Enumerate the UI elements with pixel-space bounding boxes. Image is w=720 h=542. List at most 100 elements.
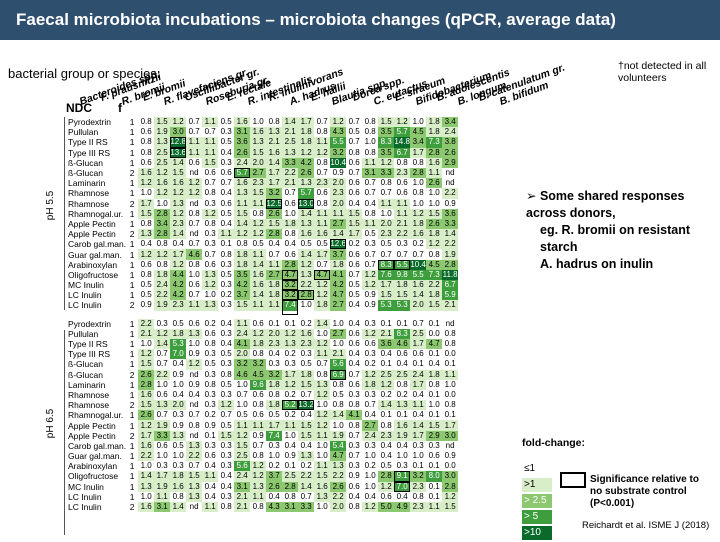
table-row: Laminarin 1 1.2 1.6 1.6 1.2 0.7 0.7 1.6 2.3 1.7 2.1… (68, 178, 459, 189)
fold-change-cell: 0.4 (266, 491, 283, 502)
substrate-label: ß-Glucan (68, 369, 103, 380)
fold-change-cell: 1.2 (282, 379, 299, 390)
fold-change-cell: 2.6 (138, 410, 155, 421)
fold-change-cell: 0.2 (266, 461, 283, 472)
fold-change-cell: 2.8 (266, 229, 283, 240)
table-row: MC Inulin 1 1.3 1.9 1.6 1.3 0.4 0.4 3.1 1.3 2.6 2.8… (68, 481, 459, 492)
fold-change-cell: 0.6 (346, 249, 363, 260)
ph55-bracket (64, 117, 65, 310)
fold-change-cell: 1.0 (266, 451, 283, 462)
fold-change-cell: 0.1 (202, 430, 219, 441)
fold-change-cell: 0.3 (362, 314, 379, 329)
fold-change-cell: 0.6 (394, 349, 411, 360)
fold-change-cell: 2.4 (234, 157, 251, 168)
fold-change-cell: 1.9 (154, 127, 171, 138)
fold-change-cell: 1.5 (250, 188, 267, 199)
fold-change-cell: 0.4 (426, 359, 443, 370)
fold-change-cell: 1.0 (426, 198, 443, 209)
substrate-label: MC Inulin (68, 481, 104, 492)
fold-change-cell: 1.0 (426, 188, 443, 199)
fold-change-cell: 1.5 (426, 300, 443, 315)
fold-change-cell: 2.1 (282, 178, 299, 189)
f-header: f (118, 101, 122, 115)
fold-change-cell: 4.2 (170, 290, 187, 301)
fold-change-cell: 1.1 (250, 198, 267, 209)
fold-change-cell: 2.1 (394, 218, 411, 230)
fold-change-cell: 0.5 (218, 208, 235, 219)
fold-change-cell: 1.7 (266, 420, 283, 431)
fold-change-cell: 0.1 (378, 314, 395, 329)
fold-change-cell: 7.3 (426, 269, 443, 280)
feed-value: 1 (129, 440, 135, 451)
fold-change-cell: 0.3 (362, 349, 379, 360)
fold-change-cell: 8.0 (426, 471, 443, 482)
fold-change-cell: 2.2 (442, 239, 459, 250)
fold-change-cell: 5.2 (282, 400, 299, 411)
fold-change-cell: 0.7 (202, 127, 219, 138)
fold-change-cell: 0.8 (250, 501, 267, 513)
fold-change-cell: 0.8 (186, 259, 203, 270)
fold-change-cell: 0.7 (346, 269, 363, 280)
fold-change-cell: 0.8 (202, 188, 219, 199)
fold-change-cell: 4.6 (394, 338, 411, 350)
fold-change-cell: 1.3 (298, 269, 315, 280)
fold-change-cell: 0.3 (218, 440, 235, 451)
feed-value: 1 (129, 481, 135, 492)
fold-change-cell: 1.3 (154, 400, 171, 411)
fold-change-cell: 1.3 (298, 218, 315, 230)
fold-change-cell: 0.1 (394, 314, 411, 329)
fold-change-cell: 2.6 (426, 178, 443, 189)
fold-change-cell: 0.8 (346, 420, 363, 431)
fold-change-cell: 1.0 (362, 137, 379, 148)
fold-change-cell: 0.4 (346, 198, 363, 209)
fold-change-cell: 2.4 (154, 280, 171, 291)
fold-change-cell: 12.8 (170, 137, 187, 148)
fold-change-cell: 1.0 (314, 440, 331, 451)
fold-change-cell: 1.1 (218, 229, 235, 240)
fold-change-cell: 1.0 (410, 117, 427, 128)
fold-change-cell: 1.8 (426, 127, 443, 138)
fold-change-cell: 4.7 (282, 269, 299, 280)
fold-change-cell: 2.6 (298, 167, 315, 179)
fold-change-cell: 0.8 (330, 379, 347, 390)
fold-change-cell: 1.7 (410, 338, 427, 350)
fold-change-cell: 0.9 (362, 300, 379, 315)
fold-change-cell: 1.5 (378, 117, 395, 128)
fold-change-cell: 13.0 (298, 198, 315, 209)
fold-change-cell: 0.8 (394, 157, 411, 168)
fold-change-cell: 0.7 (202, 249, 219, 260)
fold-change-cell: 0.6 (250, 314, 267, 329)
fold-change-cell: 2.1 (330, 349, 347, 360)
fold-change-cell: 0.6 (202, 167, 219, 179)
fold-change-cell: 3.8 (442, 137, 459, 148)
table-row: Rhamnose 1 1.0 1.2 1.2 1.2 0.8 0.4 1.3 1.5 3.2 0.7 5… (68, 188, 459, 199)
substrate-label: Rhamnose (68, 188, 110, 199)
table-row: Rhamnose 1 1.6 0.6 0.4 0.4 0.3 0.3 0.7 0.6 0.8 0.2 0… (68, 389, 459, 401)
fold-change-cell: 2.5 (394, 369, 411, 380)
fold-change-cell: 1.9 (154, 300, 171, 315)
fold-change-cell: 1.2 (186, 359, 203, 370)
fold-change-cell: 1.6 (410, 229, 427, 240)
fold-change-cell: 3.4 (442, 117, 459, 128)
fold-change-cell: 2.4 (410, 369, 427, 380)
fold-change-cell: 1.2 (186, 188, 203, 199)
fold-change-cell: 0.8 (282, 491, 299, 502)
fold-change-cell: 0.9 (186, 379, 203, 390)
fold-change-cell: 2.6 (266, 481, 283, 492)
fold-change-cell: 4.3 (330, 127, 347, 138)
fold-change-cell: 2.0 (330, 198, 347, 209)
fold-change-cell: 2.4 (442, 127, 459, 138)
fold-change-cell: 8.3 (378, 137, 395, 148)
fold-change-cell: 0.2 (346, 239, 363, 250)
fold-change-cell: 0.5 (202, 359, 219, 370)
fold-change-cell: 1.4 (410, 290, 427, 301)
table-row: LC Inulin 2 1.6 3.1 1.4 nd 1.1 0.8 2.1 0.8 4.3 3.1 3… (68, 501, 459, 513)
fold-change-cell: 0.9 (346, 471, 363, 482)
fold-change-cell: 0.4 (170, 239, 187, 250)
fold-change-cell: 9.6 (250, 379, 267, 390)
fold-change-cell: nd (186, 400, 203, 411)
table-row: Apple Pectin 2 1.3 2.8 1.4 nd 0.3 1.1 1.2 1.2 2.8 0… (68, 229, 459, 240)
fold-change-cell: 0.3 (218, 451, 235, 462)
fold-change-cell: 0.6 (346, 481, 363, 492)
fold-change-cell: 1.2 (362, 269, 379, 280)
